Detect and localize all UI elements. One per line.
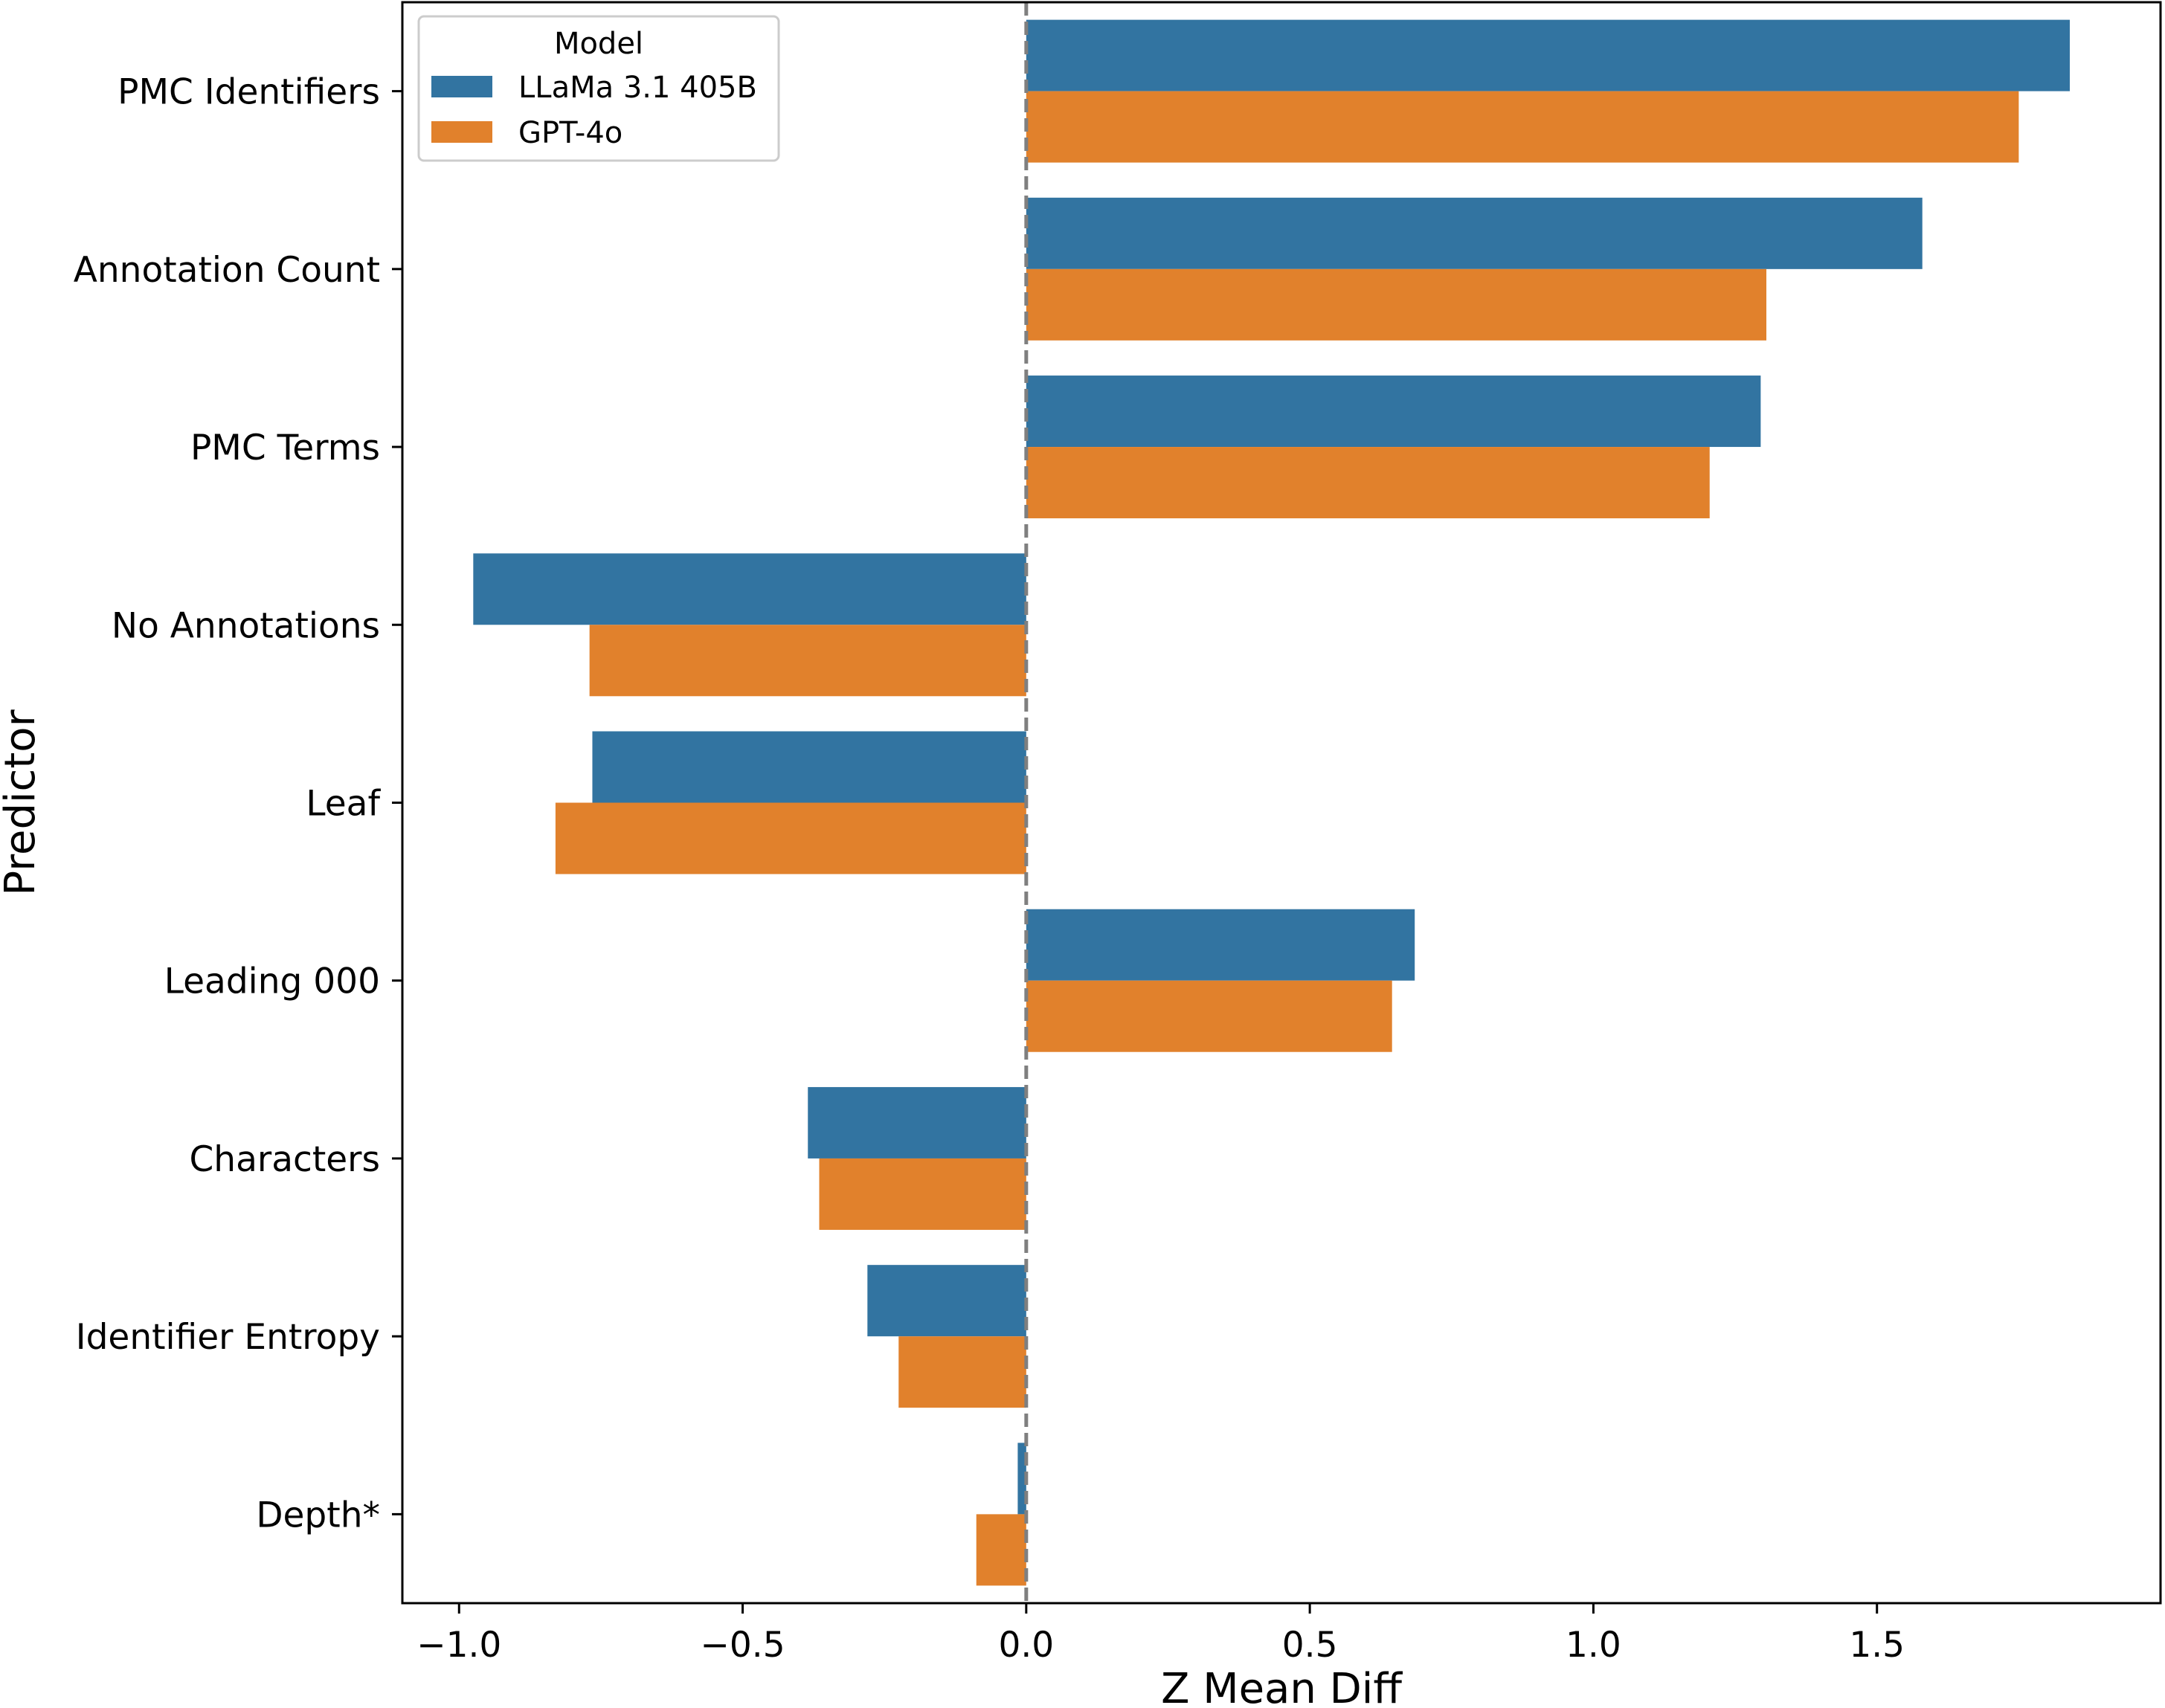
bar-series2-0: [1026, 91, 2019, 163]
x-axis-title: Z Mean Diff: [1161, 1665, 1403, 1708]
bar-series2-8: [976, 1514, 1026, 1586]
bar-series1-4: [592, 731, 1026, 803]
y-tick-label: PMC Identifiers: [118, 72, 380, 113]
y-tick-label: Depth*: [256, 1495, 380, 1535]
bar-series1-5: [1026, 909, 1415, 981]
x-tick-label: −0.5: [700, 1625, 785, 1666]
legend-label-1: GPT-4o: [518, 116, 623, 150]
bar-series2-2: [1026, 447, 1710, 519]
bar-series2-6: [819, 1158, 1026, 1230]
bar-series1-0: [1026, 19, 2070, 91]
x-tick-label: −1.0: [416, 1625, 501, 1666]
y-tick-label: Leaf: [306, 784, 381, 825]
bar-series1-1: [1026, 197, 1923, 269]
y-tick-label: Annotation Count: [74, 250, 380, 291]
y-tick-label: PMC Terms: [190, 428, 380, 468]
bar-series1-2: [1026, 376, 1761, 448]
legend-box: [417, 15, 780, 162]
bar-series1-7: [867, 1265, 1026, 1337]
y-tick-label: Characters: [189, 1139, 380, 1180]
bar-series2-3: [589, 625, 1026, 697]
x-tick-label: 1.5: [1849, 1625, 1905, 1666]
bar-series2-5: [1026, 980, 1392, 1052]
y-tick-label: Identifier Entropy: [76, 1317, 380, 1358]
y-tick-label: No Annotations: [112, 605, 380, 646]
x-tick-label: 0.5: [1282, 1625, 1338, 1666]
legend-swatch-1: [431, 121, 492, 143]
y-tick-label: Leading 000: [164, 961, 380, 1002]
x-tick-label: 0.0: [998, 1625, 1054, 1666]
bar-series2-4: [555, 802, 1026, 874]
legend-swatch-0: [431, 76, 492, 97]
bar-series1-8: [1017, 1443, 1026, 1515]
x-tick-label: 1.0: [1566, 1625, 1621, 1666]
legend-label-0: LLaMa 3.1 405B: [518, 71, 757, 105]
legend-title: Model: [554, 27, 643, 61]
bar-series2-1: [1026, 268, 1767, 341]
bar-series1-3: [473, 553, 1026, 625]
bar-series2-7: [898, 1336, 1026, 1408]
y-axis-title: Predictor: [0, 709, 45, 895]
bar-series1-6: [808, 1086, 1026, 1158]
